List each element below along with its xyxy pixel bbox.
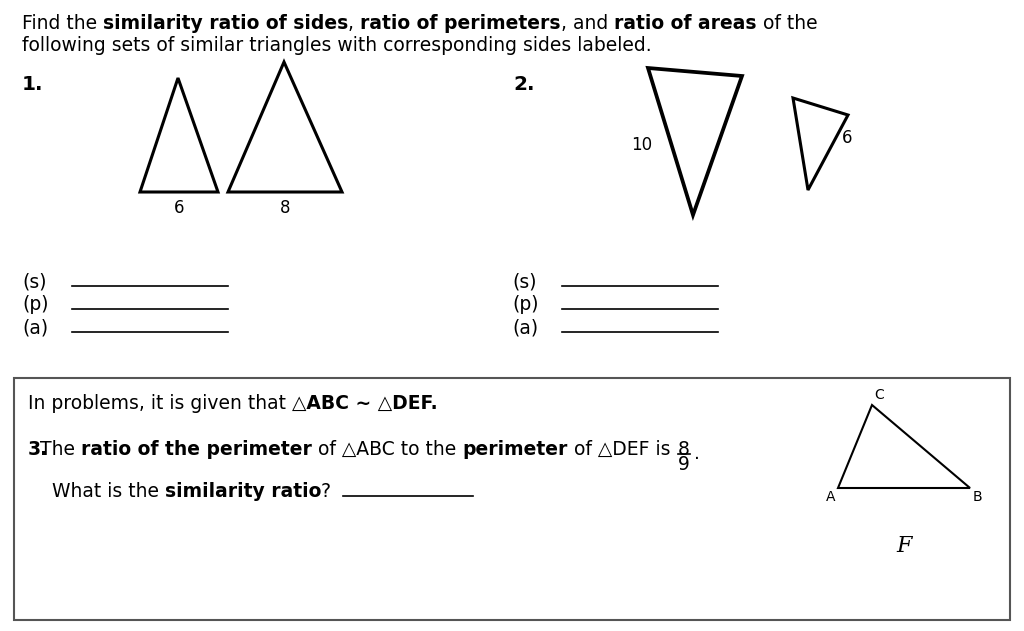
Text: 8: 8 [280,199,290,217]
Text: (a): (a) [22,318,48,337]
Text: .: . [694,444,699,463]
Text: (s): (s) [512,272,537,291]
Text: ratio of perimeters: ratio of perimeters [360,14,561,33]
Text: 6: 6 [174,199,184,217]
Text: (p): (p) [22,295,48,314]
Text: 1.: 1. [22,75,43,94]
Text: In problems, it is given that: In problems, it is given that [28,394,292,413]
Text: following sets of similar triangles with corresponding sides labeled.: following sets of similar triangles with… [22,36,651,55]
Text: (p): (p) [512,295,539,314]
Text: 8: 8 [678,440,690,459]
Text: B: B [973,490,983,504]
Text: 3.: 3. [28,440,48,459]
Text: ?: ? [322,482,343,501]
Text: similarity ratio of sides: similarity ratio of sides [103,14,348,33]
Text: A: A [825,490,835,504]
Text: perimeter: perimeter [462,440,567,459]
Text: (a): (a) [512,318,539,337]
Bar [14,378,1010,620]
Text: ratio of areas: ratio of areas [614,14,757,33]
Text: Find the: Find the [22,14,103,33]
Text: 2.: 2. [513,75,535,94]
Text: of △DEF is: of △DEF is [567,440,676,459]
Text: (s): (s) [22,272,46,291]
Text: The: The [28,440,81,459]
Text: ,: , [348,14,360,33]
Text: 10: 10 [631,136,652,154]
Text: similarity ratio: similarity ratio [165,482,322,501]
Text: 6: 6 [842,129,853,147]
Text: , and: , and [561,14,614,33]
Text: F: F [896,535,911,557]
Text: of the: of the [757,14,817,33]
Text: 9: 9 [678,455,690,474]
Text: △ABC ∼ △DEF.: △ABC ∼ △DEF. [292,394,437,413]
Text: of △ABC to the: of △ABC to the [312,440,462,459]
Text: C: C [874,388,884,402]
Text: What is the: What is the [28,482,165,501]
Text: ratio of the perimeter: ratio of the perimeter [81,440,312,459]
